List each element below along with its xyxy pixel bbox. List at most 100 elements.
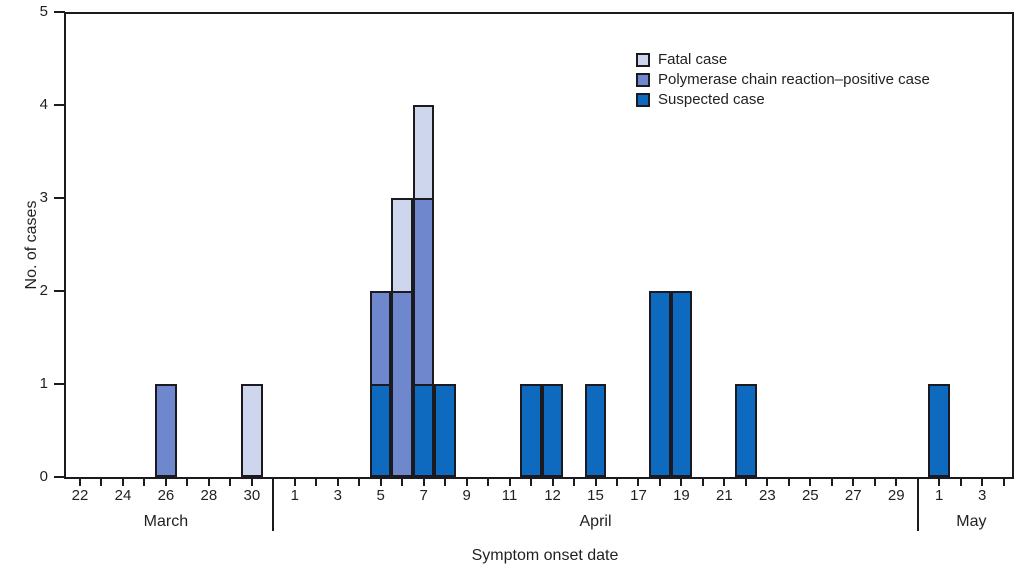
- legend-label-pcr: Polymerase chain reaction–positive case: [658, 71, 930, 88]
- x-axis-tick: [680, 479, 683, 486]
- bar-segment-fatal: [412, 105, 435, 198]
- x-axis-tick: [809, 479, 812, 486]
- month-separator: [916, 479, 919, 531]
- bar-segment-suspected: [434, 384, 456, 477]
- x-axis-tick: [186, 479, 189, 486]
- month-label: May: [956, 513, 987, 530]
- x-axis-tick: [594, 479, 597, 486]
- x-axis-tick: [658, 479, 661, 486]
- legend-item-pcr: Polymerase chain reaction–positive case: [636, 70, 930, 90]
- x-axis-tick: [293, 479, 296, 486]
- x-axis-tick: [358, 479, 361, 486]
- bar-segment-suspected: [735, 384, 757, 477]
- x-axis-tick: [895, 479, 898, 486]
- x-axis-tick: [508, 479, 511, 486]
- x-axis-tick: [336, 479, 339, 486]
- y-axis-tick-label: 4: [39, 96, 48, 113]
- y-axis-title: No. of cases: [23, 200, 40, 290]
- x-axis-tick: [551, 479, 554, 486]
- x-axis-tick: [229, 479, 232, 486]
- x-axis-tick: [723, 479, 726, 486]
- x-axis-tick: [616, 479, 618, 486]
- x-axis-tick-label: 1: [935, 487, 944, 504]
- x-axis-tick-label: 3: [977, 487, 987, 504]
- month-separator: [272, 479, 275, 531]
- bar-segment-suspected: [412, 384, 435, 477]
- x-axis-line: [64, 477, 1014, 479]
- x-axis-tick-label: 25: [801, 487, 819, 504]
- x-axis-tick: [143, 479, 146, 486]
- legend-item-suspected: Suspected case: [636, 90, 930, 110]
- bar-segment-pcr: [391, 291, 413, 477]
- x-axis-tick: [573, 479, 576, 486]
- x-axis-tick-label: 24: [114, 487, 132, 504]
- x-axis-tick: [938, 479, 941, 486]
- y-axis-tick: [54, 11, 65, 13]
- month-label: March: [143, 513, 189, 530]
- x-axis-tick-label: 27: [844, 487, 862, 504]
- x-axis-tick: [207, 479, 210, 486]
- legend-swatch-fatal-icon: [636, 53, 650, 67]
- x-axis-tick: [787, 479, 790, 486]
- y-axis-tick: [54, 476, 65, 478]
- x-axis-tick: [422, 479, 425, 486]
- x-axis-tick: [530, 479, 533, 486]
- x-axis-tick: [873, 479, 876, 486]
- y-axis-tick-label: 3: [39, 189, 48, 206]
- bar-segment-fatal: [241, 384, 263, 477]
- x-axis-tick: [250, 479, 253, 486]
- legend-swatch-suspected-icon: [636, 93, 650, 107]
- x-axis-tick-label: 12: [544, 487, 561, 504]
- x-axis-tick-label: 22: [71, 487, 89, 504]
- x-axis-title: Symptom onset date: [471, 547, 619, 564]
- bar-segment-suspected: [928, 384, 950, 477]
- x-axis-tick: [637, 479, 640, 486]
- y-axis-tick: [54, 290, 65, 292]
- x-axis-tick-label: 30: [243, 487, 261, 504]
- x-axis-tick-label: 11: [501, 487, 518, 504]
- x-axis-tick-label: 26: [157, 487, 175, 504]
- y-axis-tick-label: 1: [39, 375, 48, 392]
- x-axis-tick-label: 28: [200, 487, 218, 504]
- bar-segment-suspected: [520, 384, 542, 477]
- y-axis-tick-label: 2: [39, 282, 48, 299]
- bar-segment-pcr: [155, 384, 177, 477]
- x-axis-tick: [121, 479, 124, 486]
- x-axis-tick-label: 7: [419, 487, 428, 504]
- legend-swatch-pcr-icon: [636, 73, 650, 87]
- x-axis-tick: [1002, 479, 1005, 486]
- x-axis-tick-label: 9: [462, 487, 471, 504]
- legend-label-fatal: Fatal case: [658, 51, 728, 68]
- bar-segment-suspected: [670, 291, 693, 477]
- legend: Fatal case Polymerase chain reaction–posi…: [636, 50, 930, 110]
- x-axis-tick: [164, 479, 167, 486]
- month-label: April: [579, 513, 612, 530]
- y-axis-tick-label: 0: [39, 468, 48, 485]
- x-axis-tick: [766, 479, 769, 486]
- x-axis-tick-label: 1: [290, 487, 299, 504]
- bar-segment-pcr: [412, 198, 435, 384]
- legend-item-fatal: Fatal case: [636, 50, 930, 70]
- x-axis-tick-label: 15: [587, 487, 604, 504]
- x-axis-tick: [744, 479, 747, 486]
- bar-segment-suspected: [541, 384, 564, 477]
- x-axis-tick-label: 21: [716, 487, 733, 504]
- x-axis-tick: [100, 479, 103, 486]
- x-axis-tick: [465, 479, 468, 486]
- x-axis-tick-label: 5: [376, 487, 385, 504]
- x-axis-tick-label: 3: [333, 487, 342, 504]
- x-axis-tick: [401, 479, 404, 486]
- x-axis-tick: [444, 479, 447, 486]
- x-axis-tick: [701, 479, 704, 486]
- x-axis-tick-label: 17: [630, 487, 647, 504]
- y-axis-line: [64, 12, 66, 479]
- y-axis-tick-label: 5: [39, 3, 48, 20]
- x-axis-tick: [487, 479, 490, 486]
- x-axis-tick: [852, 479, 855, 486]
- x-axis-tick: [959, 479, 962, 486]
- x-axis-tick-label: 29: [887, 487, 905, 504]
- y-axis-tick: [54, 197, 65, 199]
- bar-segment-pcr: [369, 291, 392, 384]
- y-axis-tick: [54, 383, 65, 385]
